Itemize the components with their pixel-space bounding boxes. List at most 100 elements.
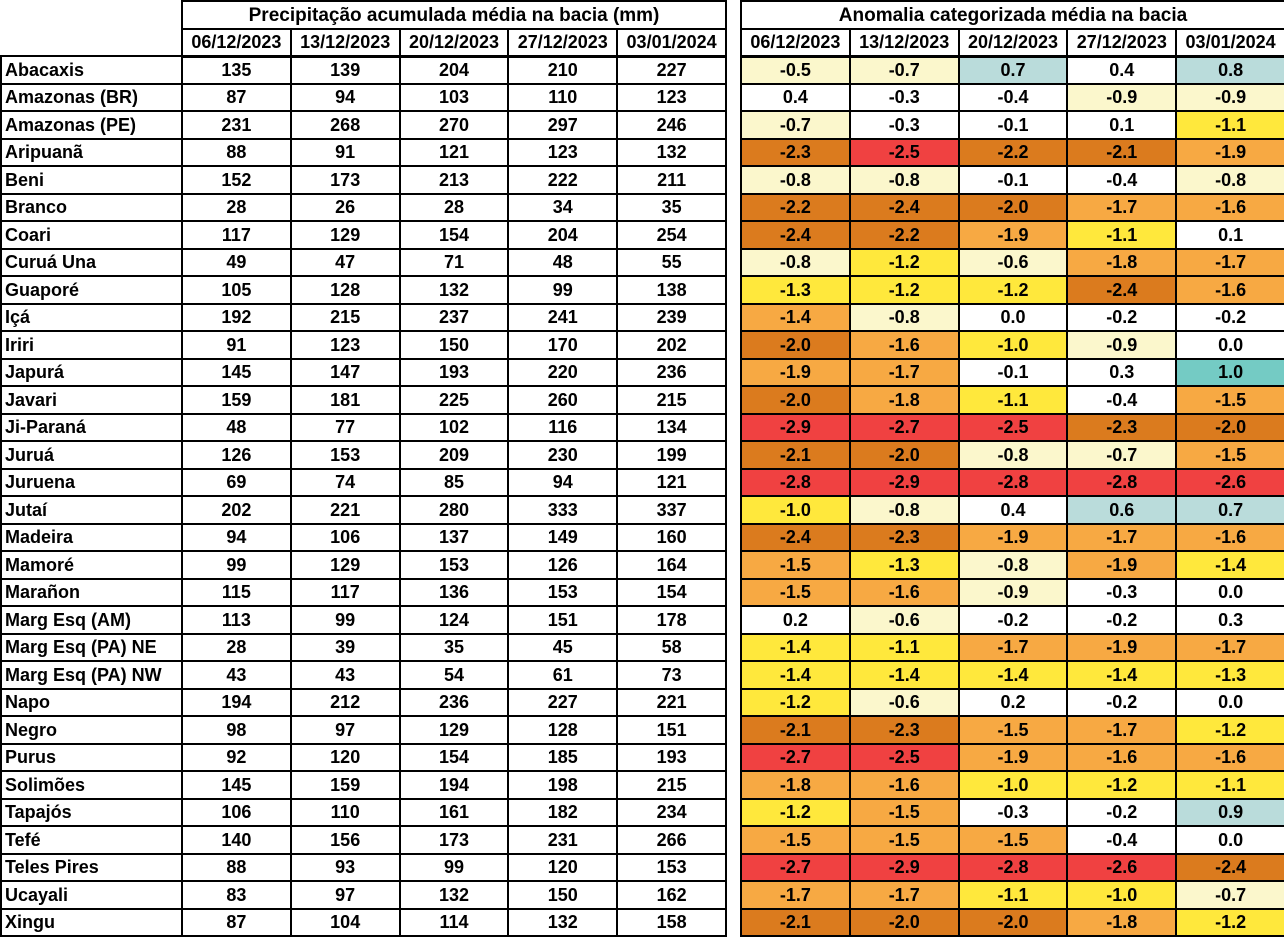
table-row: Juruena 69 74 85 94 121 -2.8 -2.9 -2.8 -2.8 -2.6: [0, 467, 1284, 497]
precip-cell: 230: [507, 440, 619, 470]
table-gap: [726, 331, 742, 359]
anomaly-cell: -2.7: [740, 742, 851, 772]
precip-cell: 123: [289, 330, 401, 360]
precip-cell: 134: [616, 412, 728, 442]
anomaly-cell: -2.0: [957, 192, 1069, 222]
anomaly-cell: -1.1: [1175, 110, 1284, 140]
table-row: Amazonas (BR) 87 94 103 110 123 0.4 -0.3 -0.4 -0.…: [0, 82, 1284, 112]
table-row: Japurá 145 147 193 220 236 -1.9 -1.7 -0.1 0.3 1.0: [0, 357, 1284, 387]
precip-cell: 161: [398, 797, 510, 827]
precip-cell: 138: [616, 275, 728, 305]
anomaly-cell: -2.1: [740, 715, 851, 745]
precip-cell: 39: [289, 632, 401, 662]
precip-cell: 221: [616, 687, 728, 717]
anomaly-cell: -1.3: [1175, 660, 1284, 690]
date-header: 13/12/2023: [289, 28, 401, 58]
precip-cell: 99: [289, 605, 401, 635]
precip-cell: 199: [616, 440, 728, 470]
basin-name: Guaporé: [0, 275, 183, 305]
anomaly-cell: -2.5: [957, 412, 1069, 442]
precip-cell: 254: [616, 220, 728, 250]
anomaly-cell: -1.0: [1066, 880, 1178, 910]
precip-cell: 117: [289, 577, 401, 607]
date-header: 20/12/2023: [398, 28, 510, 58]
anomaly-cell: -2.8: [740, 467, 851, 497]
anomaly-cell: -1.0: [957, 770, 1069, 800]
anomaly-cell: -1.7: [957, 632, 1069, 662]
precip-cell: 69: [181, 467, 292, 497]
precip-cell: 237: [398, 302, 510, 332]
precip-cell: 129: [289, 220, 401, 250]
anomaly-cell: -2.8: [1066, 467, 1178, 497]
anomaly-cell: -1.6: [848, 330, 960, 360]
precip-cell: 202: [181, 495, 292, 525]
anomaly-cell: -2.1: [740, 440, 851, 470]
table-gap: [726, 523, 742, 551]
precip-cell: 150: [507, 880, 619, 910]
anomaly-cell: 0.0: [1175, 687, 1284, 717]
precip-cell: 194: [181, 687, 292, 717]
precip-cell: 123: [616, 82, 728, 112]
precip-cell: 121: [398, 137, 510, 167]
anomaly-cell: -2.8: [957, 852, 1069, 882]
basin-name: Marg Esq (AM): [0, 605, 183, 635]
precip-cell: 156: [289, 825, 401, 855]
precip-cell: 220: [507, 357, 619, 387]
anomaly-cell: -1.1: [1175, 770, 1284, 800]
anomaly-cell: -0.4: [1066, 825, 1178, 855]
table-row: Ji-Paraná 48 77 102 116 134 -2.9 -2.7 -2.5 -2.3 -2…: [0, 412, 1284, 442]
anomaly-cell: -0.8: [740, 247, 851, 277]
date-header: 03/01/2024: [616, 28, 728, 58]
precip-cell: 241: [507, 302, 619, 332]
table-gap: [726, 248, 742, 276]
anomaly-cell: -1.1: [848, 632, 960, 662]
precip-cell: 77: [289, 412, 401, 442]
table-row: Iriri 91 123 150 170 202 -2.0 -1.6 -1.0 -0.9 0.0: [0, 330, 1284, 360]
table-gap: [726, 221, 742, 249]
date-header-row: 06/12/2023 13/12/2023 20/12/2023 27/12/2…: [1, 28, 1284, 58]
precip-cell: 159: [289, 770, 401, 800]
anomaly-cell: -1.7: [1066, 192, 1178, 222]
precip-cell: 215: [289, 302, 401, 332]
precip-cell: 227: [507, 687, 619, 717]
precip-cell: 139: [289, 55, 401, 85]
precip-cell: 193: [616, 742, 728, 772]
anomaly-cell: -1.5: [848, 797, 960, 827]
precip-cell: 297: [507, 110, 619, 140]
basin-name: Abacaxis: [0, 55, 183, 85]
table-gap: [726, 551, 742, 579]
precip-cell: 28: [398, 192, 510, 222]
corner-blank: [1, 1, 182, 29]
anomaly-cell: -1.9: [1066, 632, 1178, 662]
precip-cell: 149: [507, 522, 619, 552]
precip-cell: 215: [616, 385, 728, 415]
anomaly-cell: -2.0: [1175, 412, 1284, 442]
anomaly-cell: -1.9: [1175, 137, 1284, 167]
table-gap: [726, 1, 742, 29]
precip-cell: 210: [507, 55, 619, 85]
anomaly-cell: -1.0: [957, 330, 1069, 360]
precip-cell: 135: [181, 55, 292, 85]
anomaly-cell: -1.4: [848, 660, 960, 690]
table-gap: [726, 468, 742, 496]
precip-cell: 35: [616, 192, 728, 222]
anomaly-cell: -1.3: [848, 550, 960, 580]
date-header: 03/01/2024: [1175, 28, 1284, 58]
table-row: Xingu 87 104 114 132 158 -2.1 -2.0 -2.0 -1.8 -1.2: [0, 907, 1284, 937]
precip-cell: 120: [289, 742, 401, 772]
precip-cell: 209: [398, 440, 510, 470]
anomaly-cell: -1.8: [1066, 907, 1178, 937]
anomaly-cell: -2.5: [848, 137, 960, 167]
basin-name: Marañon: [0, 577, 183, 607]
precip-cell: 106: [289, 522, 401, 552]
precip-cell: 145: [181, 770, 292, 800]
anomaly-cell: -1.6: [1175, 522, 1284, 552]
precip-cell: 215: [616, 770, 728, 800]
anomaly-cell: -1.6: [1175, 192, 1284, 222]
precip-cell: 150: [398, 330, 510, 360]
precip-cell: 113: [181, 605, 292, 635]
anomaly-cell: -1.5: [740, 550, 851, 580]
precip-cell: 236: [616, 357, 728, 387]
date-header: 27/12/2023: [1066, 28, 1178, 58]
